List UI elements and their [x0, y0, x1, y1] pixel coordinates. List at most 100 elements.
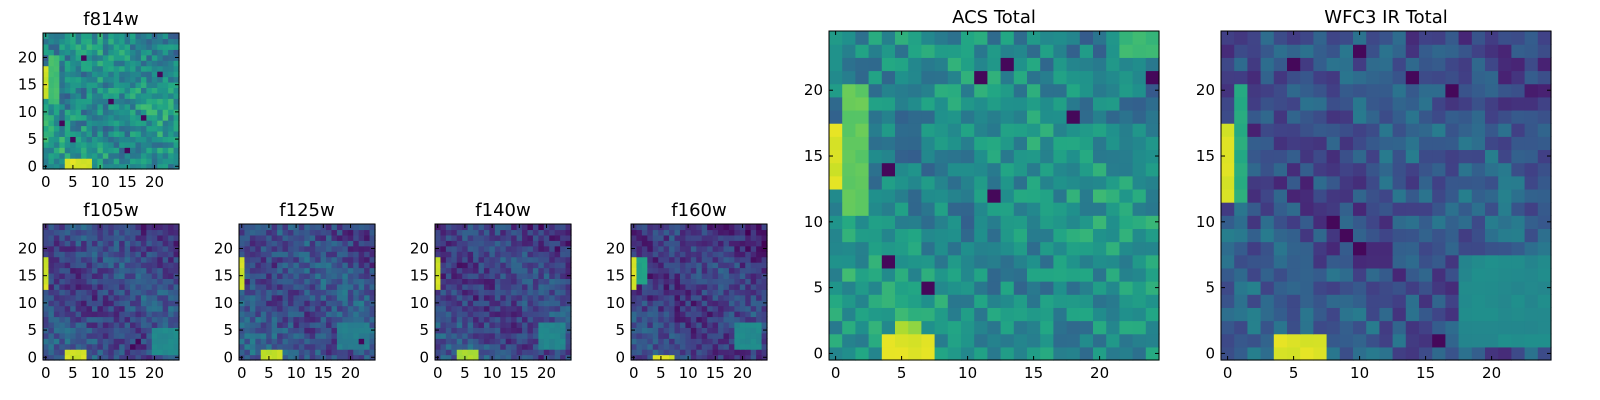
- heatmap-cell: [48, 120, 55, 127]
- heatmap-cell: [86, 316, 93, 323]
- heatmap-cell: [282, 327, 289, 334]
- heatmap-cell: [647, 311, 654, 318]
- heatmap-cell: [756, 245, 763, 252]
- heatmap-cell: [64, 163, 71, 170]
- heatmap-cell: [298, 234, 305, 241]
- heatmap-cell: [1471, 149, 1486, 164]
- heatmap-cell: [151, 152, 158, 159]
- heatmap-cell: [1339, 294, 1354, 308]
- heatmap-cell: [881, 241, 896, 256]
- heatmap-cell: [113, 338, 120, 345]
- heatmap-cell: [48, 136, 55, 143]
- heatmap-cell: [119, 251, 126, 258]
- heatmap-cell: [113, 343, 120, 350]
- heatmap-cell: [908, 188, 922, 203]
- heatmap-cell: [1273, 83, 1288, 98]
- heatmap-cell: [663, 327, 670, 334]
- heatmap-cell: [842, 109, 856, 124]
- heatmap-cell: [113, 316, 120, 323]
- heatmap-cell: [53, 251, 60, 258]
- heatmap-cell: [696, 294, 703, 301]
- heatmap-cell: [1353, 307, 1367, 322]
- heatmap-cell: [326, 245, 333, 252]
- heatmap-cell: [908, 162, 922, 177]
- heatmap-cell: [59, 136, 66, 143]
- heatmap-cell: [119, 224, 126, 231]
- heatmap-cell: [43, 278, 50, 285]
- heatmap-cell: [113, 87, 120, 94]
- heatmap-cell: [48, 103, 55, 110]
- heatmap-cell: [64, 354, 71, 361]
- heatmap-cell: [1524, 294, 1539, 308]
- heatmap-cell: [124, 114, 131, 121]
- heatmap-cell: [75, 321, 82, 328]
- heatmap-cell: [440, 229, 447, 236]
- heatmap-cell: [679, 305, 686, 312]
- heatmap-cell: [124, 311, 131, 318]
- heatmap-cell: [1079, 149, 1094, 164]
- heatmap-cell: [64, 103, 71, 110]
- heatmap-cell: [516, 294, 523, 301]
- heatmap-cell: [631, 256, 638, 263]
- heatmap-cell: [756, 289, 763, 296]
- heatmap-cell: [151, 81, 158, 88]
- x-tick-label: 0: [629, 364, 639, 382]
- heatmap-cell: [1145, 188, 1160, 203]
- heatmap-cell: [718, 343, 725, 350]
- heatmap-cell: [239, 343, 246, 350]
- heatmap-cell: [761, 224, 768, 231]
- heatmap-cell: [81, 81, 88, 88]
- heatmap-cell: [445, 311, 452, 318]
- heatmap-cell: [43, 98, 50, 105]
- heatmap-cell: [934, 215, 949, 229]
- heatmap-cell: [70, 38, 77, 45]
- heatmap-cell: [456, 245, 463, 252]
- heatmap-cell: [146, 229, 153, 236]
- heatmap-cell: [113, 109, 120, 116]
- heatmap-cell: [1247, 281, 1262, 295]
- heatmap-cell: [908, 83, 922, 98]
- heatmap-cell: [64, 311, 71, 318]
- heatmap-cell: [53, 163, 60, 170]
- heatmap-cell: [331, 267, 338, 274]
- heatmap-cell: [75, 103, 82, 110]
- heatmap-cell: [1106, 215, 1120, 229]
- heatmap-cell: [1313, 83, 1328, 98]
- heatmap-cell: [1079, 162, 1094, 177]
- heatmap-cell: [173, 147, 180, 154]
- heatmap-cell: [108, 256, 115, 263]
- heatmap-cell: [1013, 202, 1028, 216]
- heatmap-cell: [494, 278, 501, 285]
- heatmap-cell: [456, 224, 463, 231]
- heatmap-cell: [336, 245, 343, 252]
- heatmap-cell: [86, 76, 93, 83]
- heatmap-cell: [658, 343, 665, 350]
- heatmap-cell: [718, 305, 725, 312]
- heatmap-cell: [445, 256, 452, 263]
- heatmap-cell: [293, 327, 300, 334]
- heatmap-cell: [494, 224, 501, 231]
- heatmap-cell: [1537, 228, 1552, 243]
- heatmap-cell: [522, 272, 529, 279]
- heatmap-cell: [59, 251, 66, 258]
- heatmap-cell: [1260, 215, 1275, 229]
- heatmap-cell: [135, 316, 142, 323]
- heatmap-cell: [1379, 96, 1394, 111]
- heatmap-cell: [102, 71, 109, 78]
- heatmap-cell: [157, 240, 164, 247]
- heatmap-cell: [287, 294, 294, 301]
- heatmap-cell: [674, 311, 681, 318]
- heatmap-cell: [895, 83, 909, 98]
- heatmap-cell: [934, 307, 949, 322]
- heatmap-cell: [636, 224, 643, 231]
- heatmap-cell: [723, 332, 730, 339]
- heatmap-cell: [1313, 267, 1328, 282]
- heatmap-cell: [119, 234, 126, 241]
- heatmap-cell: [756, 316, 763, 323]
- heatmap-cell: [451, 262, 458, 269]
- heatmap-cell: [1537, 31, 1552, 45]
- heatmap-cell: [287, 332, 294, 339]
- heatmap-cell: [1079, 294, 1094, 308]
- heatmap-cell: [1079, 188, 1094, 203]
- heatmap-cell: [331, 349, 338, 356]
